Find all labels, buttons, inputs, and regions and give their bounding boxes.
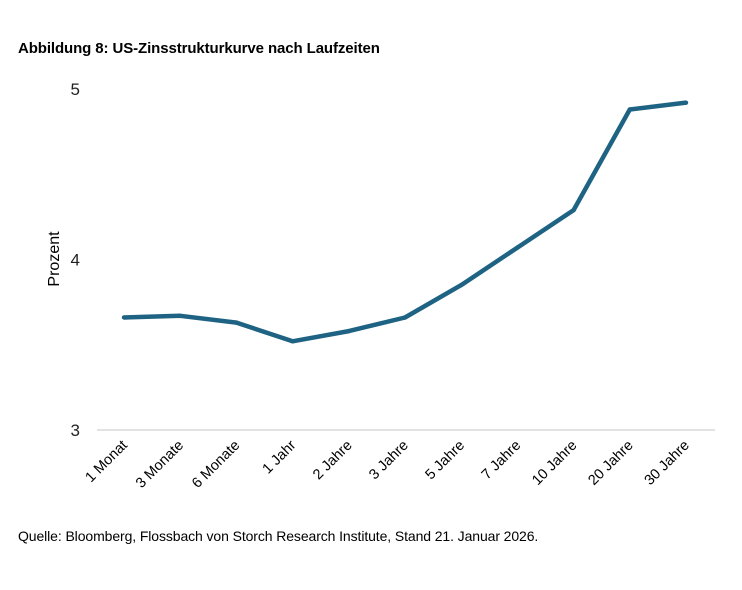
data-points [121, 100, 689, 344]
y-tick-label: 3 [71, 421, 80, 440]
x-tick-label: 20 Jahre [585, 438, 636, 489]
data-point [402, 315, 408, 320]
x-tick-label: 1 Jahr [260, 437, 300, 477]
source-note: Quelle: Bloomberg, Flossbach von Storch … [18, 528, 539, 544]
y-tick-label: 4 [71, 251, 80, 270]
series-line-us-yield-curve [123, 100, 687, 344]
x-tick-label: 30 Jahre [642, 438, 693, 489]
x-tick-label: 1 Monat [82, 438, 130, 486]
data-point [121, 315, 127, 320]
y-axis-ticks: 3 4 5 [71, 80, 80, 440]
data-point [234, 320, 239, 325]
chart-title: Abbildung 8: US-Zinsstrukturkurve nach L… [18, 40, 380, 57]
x-tick-label: 6 Monate [189, 438, 243, 492]
y-axis-title: Prozent [46, 231, 63, 287]
x-tick-label: 3 Jahre [366, 438, 412, 484]
data-point [290, 339, 295, 344]
data-point [346, 328, 351, 334]
y-tick-label: 5 [71, 80, 80, 99]
x-tick-label: 7 Jahre [479, 438, 525, 484]
data-point [571, 207, 576, 213]
x-axis-ticks: 1 Monat 3 Monate 6 Monate 1 Jahr 2 Jahre 3 Ja… [82, 437, 692, 491]
x-tick-label: 2 Jahre [310, 438, 356, 484]
x-tick-label: 3 Monate [133, 438, 187, 492]
data-point [683, 100, 689, 105]
data-point [627, 107, 632, 112]
x-tick-label: 5 Jahre [423, 438, 469, 484]
data-point [178, 313, 183, 318]
x-tick-label: 10 Jahre [529, 438, 580, 489]
data-point [459, 282, 464, 288]
data-point [515, 245, 520, 250]
